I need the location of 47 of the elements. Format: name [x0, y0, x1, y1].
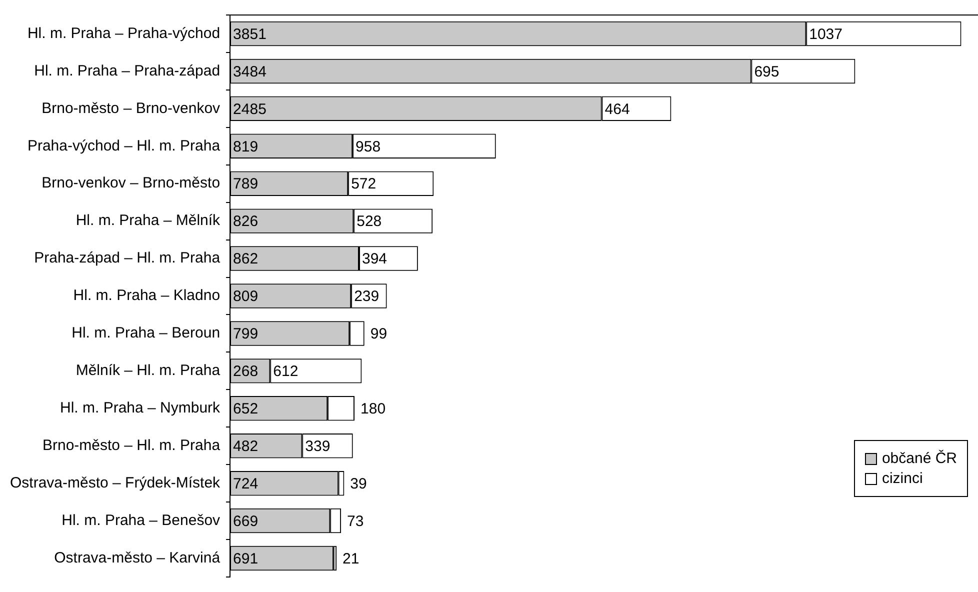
data-label: 99: [370, 326, 388, 343]
data-label: 724: [233, 475, 258, 492]
data-label: 789: [233, 176, 258, 193]
data-label: 2485: [233, 100, 266, 118]
y-tick-label: Brno-venkov – Brno-město: [42, 174, 220, 192]
data-label: 652: [233, 400, 258, 418]
y-tick-label: Hl. m. Praha – Praha-východ: [27, 24, 220, 42]
y-tick-label: Hl. m. Praha – Benešov: [62, 512, 221, 529]
y-tick-label: Hl. m. Praha – Mělník: [76, 212, 221, 230]
data-label: 3851: [233, 26, 266, 43]
data-label: 268: [233, 363, 258, 380]
data-label: 799: [233, 326, 258, 343]
data-label: 528: [356, 213, 382, 230]
y-tick-label: Praha-západ – Hl. m. Praha: [34, 250, 221, 267]
data-label: 239: [354, 288, 380, 306]
data-label: 3484: [233, 63, 266, 80]
data-label: 180: [360, 400, 386, 418]
data-label: 612: [273, 363, 298, 380]
data-label: 39: [350, 475, 367, 492]
y-tick-label: Praha-východ – Hl. m. Praha: [27, 137, 221, 154]
data-label: 691: [233, 550, 258, 568]
data-label: 339: [305, 438, 330, 456]
data-label: 394: [362, 250, 388, 268]
data-label: 958: [356, 138, 381, 156]
data-label: 669: [233, 512, 258, 530]
data-label: 695: [754, 63, 780, 80]
y-tick-label: Brno-město – Hl. m. Praha: [42, 437, 221, 454]
data-label: 809: [233, 288, 258, 306]
data-label: 464: [604, 100, 630, 118]
y-tick-label: Hl. m. Praha – Kladno: [73, 287, 220, 304]
data-label: 73: [347, 512, 364, 530]
data-label: 21: [342, 550, 360, 568]
y-tick-label: Hl. m. Praha – Beroun: [72, 324, 220, 342]
y-tick-label: Mělník – Hl. m. Praha: [76, 362, 221, 380]
data-label: 826: [233, 213, 258, 230]
text: cizinci: [882, 470, 923, 487]
y-tick-label: Hl. m. Praha – Nymburk: [60, 400, 221, 417]
y-tick-label: Ostrava-město – Frýdek-Místek: [10, 474, 221, 492]
y-tick-label: Ostrava-město – Karviná: [54, 549, 221, 566]
y-tick-label: Hl. m. Praha – Praha-západ: [34, 62, 220, 80]
data-label: 572: [351, 176, 376, 193]
legend-label: občané ČR: [882, 450, 957, 467]
data-label: 1037: [809, 26, 842, 43]
data-label: 819: [233, 138, 258, 156]
y-tick-label: Brno-město – Brno-venkov: [42, 100, 221, 117]
data-label: 482: [233, 438, 258, 456]
data-label: 862: [233, 250, 258, 268]
